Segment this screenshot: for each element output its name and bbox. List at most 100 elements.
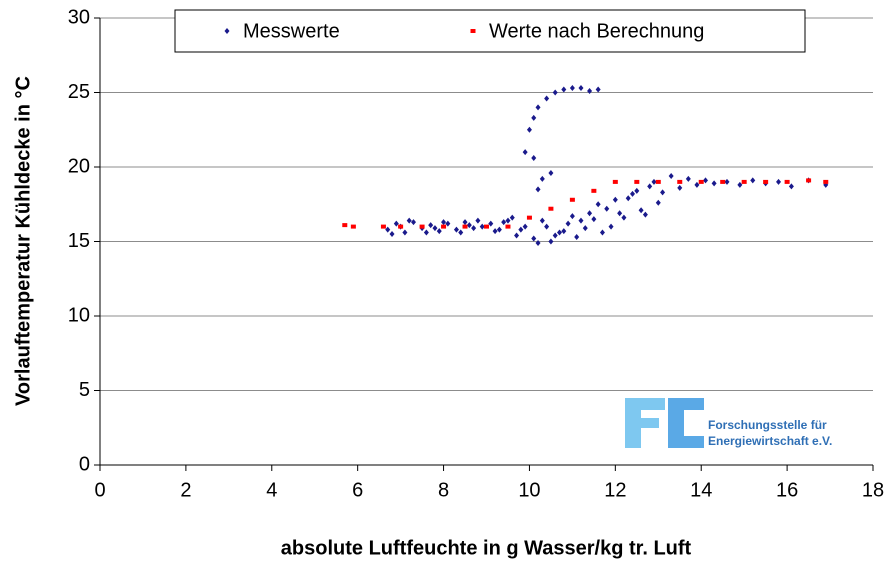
point <box>565 220 571 227</box>
point <box>608 223 614 230</box>
point <box>587 210 593 217</box>
point <box>531 155 537 162</box>
point <box>591 188 597 193</box>
point <box>505 224 511 229</box>
point <box>655 199 661 206</box>
x-tick-label: 18 <box>862 479 884 501</box>
point <box>462 219 468 226</box>
point <box>535 239 541 246</box>
point <box>591 216 597 223</box>
point <box>750 177 756 184</box>
point <box>484 224 489 229</box>
point <box>518 226 524 233</box>
point <box>660 189 666 196</box>
x-tick-label: 2 <box>180 479 191 501</box>
point <box>501 219 507 226</box>
point <box>342 223 348 228</box>
point <box>436 228 442 235</box>
point <box>526 126 532 133</box>
legend-label: Werte nach Berechnung <box>489 20 704 42</box>
point <box>677 184 683 191</box>
x-tick-label: 10 <box>518 479 540 501</box>
point <box>788 183 794 190</box>
point <box>552 232 558 239</box>
point <box>548 206 554 211</box>
point <box>441 224 447 229</box>
point <box>410 219 416 226</box>
point <box>514 232 520 239</box>
y-tick-label: 5 <box>79 379 90 401</box>
point <box>703 177 709 184</box>
point <box>531 114 537 121</box>
point <box>552 89 558 96</box>
point <box>720 179 726 184</box>
point <box>617 210 623 217</box>
point <box>475 217 481 224</box>
x-tick-label: 12 <box>604 479 626 501</box>
point <box>647 183 653 190</box>
point <box>595 86 601 93</box>
point <box>539 175 545 182</box>
point <box>578 217 584 224</box>
point <box>492 228 498 235</box>
point <box>350 224 356 229</box>
point <box>711 180 717 187</box>
point <box>763 179 769 184</box>
x-tick-label: 16 <box>776 479 798 501</box>
point <box>544 223 550 230</box>
point <box>539 217 545 224</box>
legend-label: Messwerte <box>243 20 340 42</box>
point <box>569 197 575 202</box>
point <box>698 179 704 184</box>
point <box>741 179 747 184</box>
point <box>479 223 485 230</box>
point <box>694 181 700 188</box>
point <box>406 217 412 224</box>
logo: Forschungsstelle für Energiewirtschaft e… <box>625 398 832 448</box>
point <box>462 224 468 229</box>
point <box>582 225 588 232</box>
point <box>612 179 618 184</box>
point <box>509 214 515 221</box>
point <box>453 226 459 233</box>
point <box>651 178 657 185</box>
x-tick-label: 4 <box>266 479 277 501</box>
point <box>823 179 829 184</box>
x-tick-label: 0 <box>94 479 105 501</box>
point <box>535 104 541 111</box>
point <box>544 95 550 102</box>
y-tick-label: 25 <box>68 81 90 103</box>
y-tick-label: 30 <box>68 6 90 28</box>
point <box>458 229 464 236</box>
point <box>634 179 640 184</box>
point <box>724 178 730 185</box>
point <box>423 229 429 236</box>
point <box>737 181 743 188</box>
point <box>393 220 399 227</box>
point <box>385 226 391 233</box>
point <box>548 238 554 245</box>
point <box>441 219 447 226</box>
point <box>642 211 648 218</box>
point <box>557 229 563 236</box>
point <box>784 179 790 184</box>
point <box>806 178 812 183</box>
point <box>398 224 404 229</box>
point <box>380 224 386 229</box>
point <box>419 224 425 229</box>
point <box>677 179 683 184</box>
logo-text: Forschungsstelle für <box>708 418 827 432</box>
legend-marker <box>224 28 230 34</box>
point <box>522 149 528 156</box>
point <box>445 220 451 227</box>
point <box>668 172 674 179</box>
point <box>389 231 395 238</box>
point <box>587 88 593 95</box>
logo-text: Energiewirtschaft e.V. <box>708 434 832 448</box>
point <box>621 214 627 221</box>
point <box>574 234 580 241</box>
point <box>685 175 691 182</box>
x-axis-title: absolute Luftfeuchte in g Wasser/kg tr. … <box>281 537 692 559</box>
point <box>569 213 575 220</box>
